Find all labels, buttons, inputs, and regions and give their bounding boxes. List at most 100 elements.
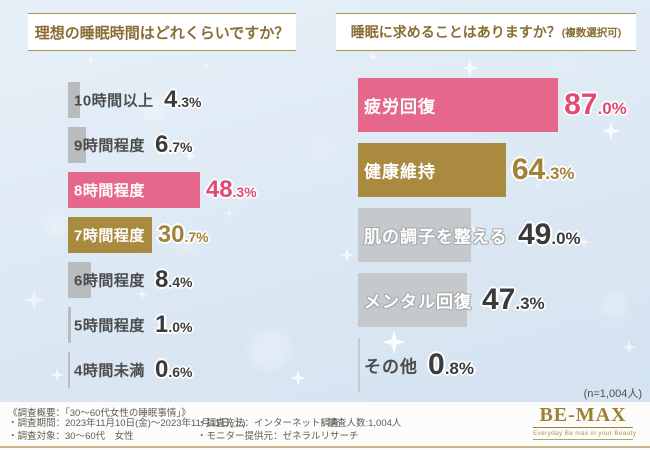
bar-label: 6時間程度 xyxy=(74,272,145,290)
bar-value-fraction: .3% xyxy=(232,184,257,200)
bar-value-integer: 49 xyxy=(518,218,552,251)
sparkle-icon xyxy=(368,52,378,62)
right-chart-title-text: 睡眠に求めることはありますか？ xyxy=(350,24,561,40)
bar-label: 4時間未満 xyxy=(74,362,145,380)
bar-row: 9時間程度 6.7% xyxy=(68,127,363,163)
bar-row: 肌の調子を整える 49.0% xyxy=(358,208,650,262)
bar-value-fraction: .3% xyxy=(177,94,202,110)
survey-provider: ・モニター提供元：ゼネラルリサーチ xyxy=(197,431,359,442)
bar-label: その他 xyxy=(364,357,418,377)
bar xyxy=(68,262,91,298)
survey-detail-column: ・調査期間：2023年11月10日(金)～2023年11月11日(土) ・調査対… xyxy=(8,417,246,443)
bar-value-fraction: .7% xyxy=(168,139,193,155)
bokeh-dot xyxy=(140,96,166,122)
sparkle-icon xyxy=(468,224,478,234)
bar-row: 6時間程度 8.4% xyxy=(68,262,363,298)
bar xyxy=(68,352,70,388)
left-chart-title: 理想の睡眠時間はどれくらいですか？ xyxy=(28,13,296,51)
bar-value-fraction: .4% xyxy=(168,274,193,290)
sparkle-icon xyxy=(462,60,478,76)
bar-value: 48.3% xyxy=(206,178,257,202)
bar-value: 4.3% xyxy=(164,88,201,112)
bokeh-dot xyxy=(600,292,626,318)
sleep-expectations-chart: 疲労回復 87.0% 健康維持 64.3% 肌の調子を整える 49.0% メンタル回復 47.… xyxy=(358,78,650,403)
sparkle-icon xyxy=(24,290,44,310)
bar-value-integer: 48 xyxy=(205,176,233,203)
bokeh-dot xyxy=(310,138,332,160)
bar-label: 5時間程度 xyxy=(74,317,145,335)
bar-value-integer: 47 xyxy=(482,283,516,316)
bar-value-integer: 4 xyxy=(164,86,178,113)
bar-value-integer: 8 xyxy=(155,266,169,293)
bar xyxy=(358,273,467,327)
sparkle-icon xyxy=(534,182,542,190)
bar-value-integer: 64 xyxy=(511,153,546,186)
bar-value-fraction: .3% xyxy=(515,294,545,313)
bar-row: 5時間程度 1.0% xyxy=(68,307,363,343)
bar xyxy=(68,172,200,208)
bar xyxy=(68,307,71,343)
bar-label: 肌の調子を整える xyxy=(364,227,508,247)
bar-value: 8.4% xyxy=(155,268,192,292)
bokeh-dot xyxy=(178,236,196,254)
bar xyxy=(358,338,360,392)
survey-method: ・調査方法：インターネット調査 xyxy=(197,418,340,429)
bar-value-fraction: .8% xyxy=(444,359,474,378)
bar-value-integer: 1 xyxy=(155,311,169,338)
bar-value-fraction: .3% xyxy=(545,164,575,183)
bar-row: 4時間未満 0.6% xyxy=(68,352,363,388)
bar xyxy=(68,82,80,118)
be-max-logo: BE-MAX Everyday Be max in your Beauty xyxy=(533,405,636,440)
right-chart-title: 睡眠に求めることはありますか？ (複数選択可) xyxy=(336,13,636,51)
bar-label: 8時間程度 xyxy=(74,182,145,200)
sparkle-icon xyxy=(50,368,64,382)
survey-detail-column: ・調査方法：インターネット調査 ・モニター提供元：ゼネラルリサーチ xyxy=(197,417,359,443)
bar-value-fraction: .0% xyxy=(597,99,627,118)
bar-value: 64.3% xyxy=(512,155,575,185)
bar-value-fraction: .6% xyxy=(168,364,193,380)
bar-label: 疲労回復 xyxy=(364,97,436,117)
bar-value: 1.0% xyxy=(155,313,192,337)
survey-target: ・調査対象：30～60代 女性 xyxy=(8,431,134,442)
survey-overview-heading: 《調査概要：「30〜60代女性の睡眠事情」》 xyxy=(8,408,191,419)
bar-value: 47.3% xyxy=(482,285,545,315)
bar-row: 8時間程度 48.3% xyxy=(68,172,363,208)
footer-accent-line xyxy=(0,446,650,448)
bar-row: 健康維持 64.3% xyxy=(358,143,650,197)
bar-value: 49.0% xyxy=(518,220,581,250)
bar xyxy=(68,217,152,253)
bar-row: 疲労回復 87.0% xyxy=(358,78,650,132)
bar-value-fraction: .7% xyxy=(184,229,209,245)
ideal-sleep-duration-chart: 10時間以上 4.3% 9時間程度 6.7% 8時間程度 48.3% 7時間程度 30.7% 6… xyxy=(68,82,363,397)
bar-row: 7時間程度 30.7% xyxy=(68,217,363,253)
bar-value-integer: 30 xyxy=(157,221,185,248)
bar-row: 10時間以上 4.3% xyxy=(68,82,363,118)
bar-value-integer: 0 xyxy=(428,348,445,381)
bar xyxy=(358,78,559,132)
sparkle-icon xyxy=(224,208,234,218)
be-max-logo-tagline: Everyday Be max in your Beauty xyxy=(533,428,636,440)
bokeh-dot xyxy=(556,56,574,74)
bar-label: 健康維持 xyxy=(364,162,436,182)
survey-detail-column: ・調査人数:1,004人 xyxy=(318,417,401,430)
survey-overview-footer: 《調査概要：「30〜60代女性の睡眠事情」》 ・調査期間：2023年11月10日… xyxy=(0,402,650,450)
bar-value-integer: 6 xyxy=(155,131,169,158)
bar-row: その他 0.8% xyxy=(358,338,650,392)
bar-value-integer: 87 xyxy=(564,88,598,121)
bar-label: 7時間程度 xyxy=(74,227,145,245)
bar-value: 6.7% xyxy=(155,133,192,157)
bar xyxy=(358,208,471,262)
sparkle-icon xyxy=(86,56,95,65)
bar xyxy=(358,143,506,197)
bokeh-dot xyxy=(46,214,68,236)
bar-value: 87.0% xyxy=(564,90,627,120)
right-chart-title-note: (複数選択可) xyxy=(561,26,622,39)
bokeh-dot xyxy=(250,330,290,370)
sample-size-note: (n=1,004人) xyxy=(583,388,642,400)
survey-period: ・調査期間：2023年11月10日(金)～2023年11月11日(土) xyxy=(8,418,246,429)
bar-value: 30.7% xyxy=(158,223,209,247)
bar xyxy=(68,127,87,163)
bar-value-fraction: .0% xyxy=(551,229,581,248)
sparkle-icon xyxy=(202,62,211,71)
